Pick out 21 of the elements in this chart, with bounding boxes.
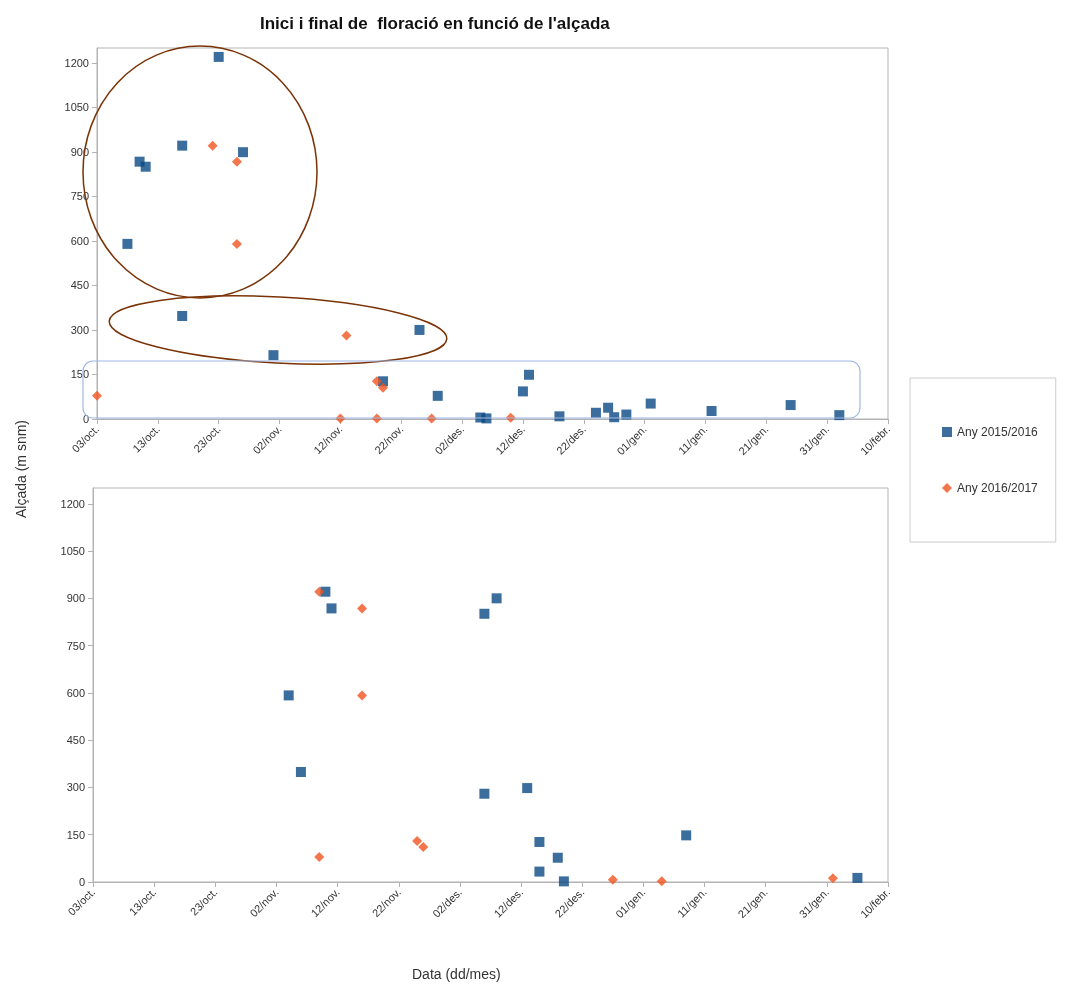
y-axis-title: Alçada (m snm) [13, 419, 29, 519]
y-tick-label: 150 [70, 368, 89, 381]
y-tick-label: 450 [70, 279, 89, 292]
y-tick-label: 300 [70, 323, 89, 336]
y-tick-label: 600 [70, 234, 89, 247]
y-tick-label: 300 [66, 781, 85, 794]
chart-title: Inici i final de floració en funció de l'alçada [260, 14, 611, 33]
y-tick-label: 1200 [60, 497, 85, 510]
y-tick-label: 150 [66, 828, 85, 841]
y-tick-label: 1050 [64, 101, 89, 114]
y-tick-label: 0 [82, 413, 89, 425]
legend-label: Any 2015/2016 [957, 425, 1039, 439]
x-axis-title: Data (dd/mes) [412, 966, 501, 982]
y-tick-label: 450 [66, 734, 85, 747]
y-tick-label: 1050 [60, 545, 85, 558]
y-tick-label: 0 [78, 876, 85, 888]
legend-label: Any 2016/2017 [957, 481, 1039, 495]
y-tick-label: 600 [66, 686, 85, 699]
y-tick-label: 1200 [64, 56, 89, 69]
y-tick-label: 900 [66, 592, 85, 605]
y-tick-label: 750 [66, 639, 85, 652]
